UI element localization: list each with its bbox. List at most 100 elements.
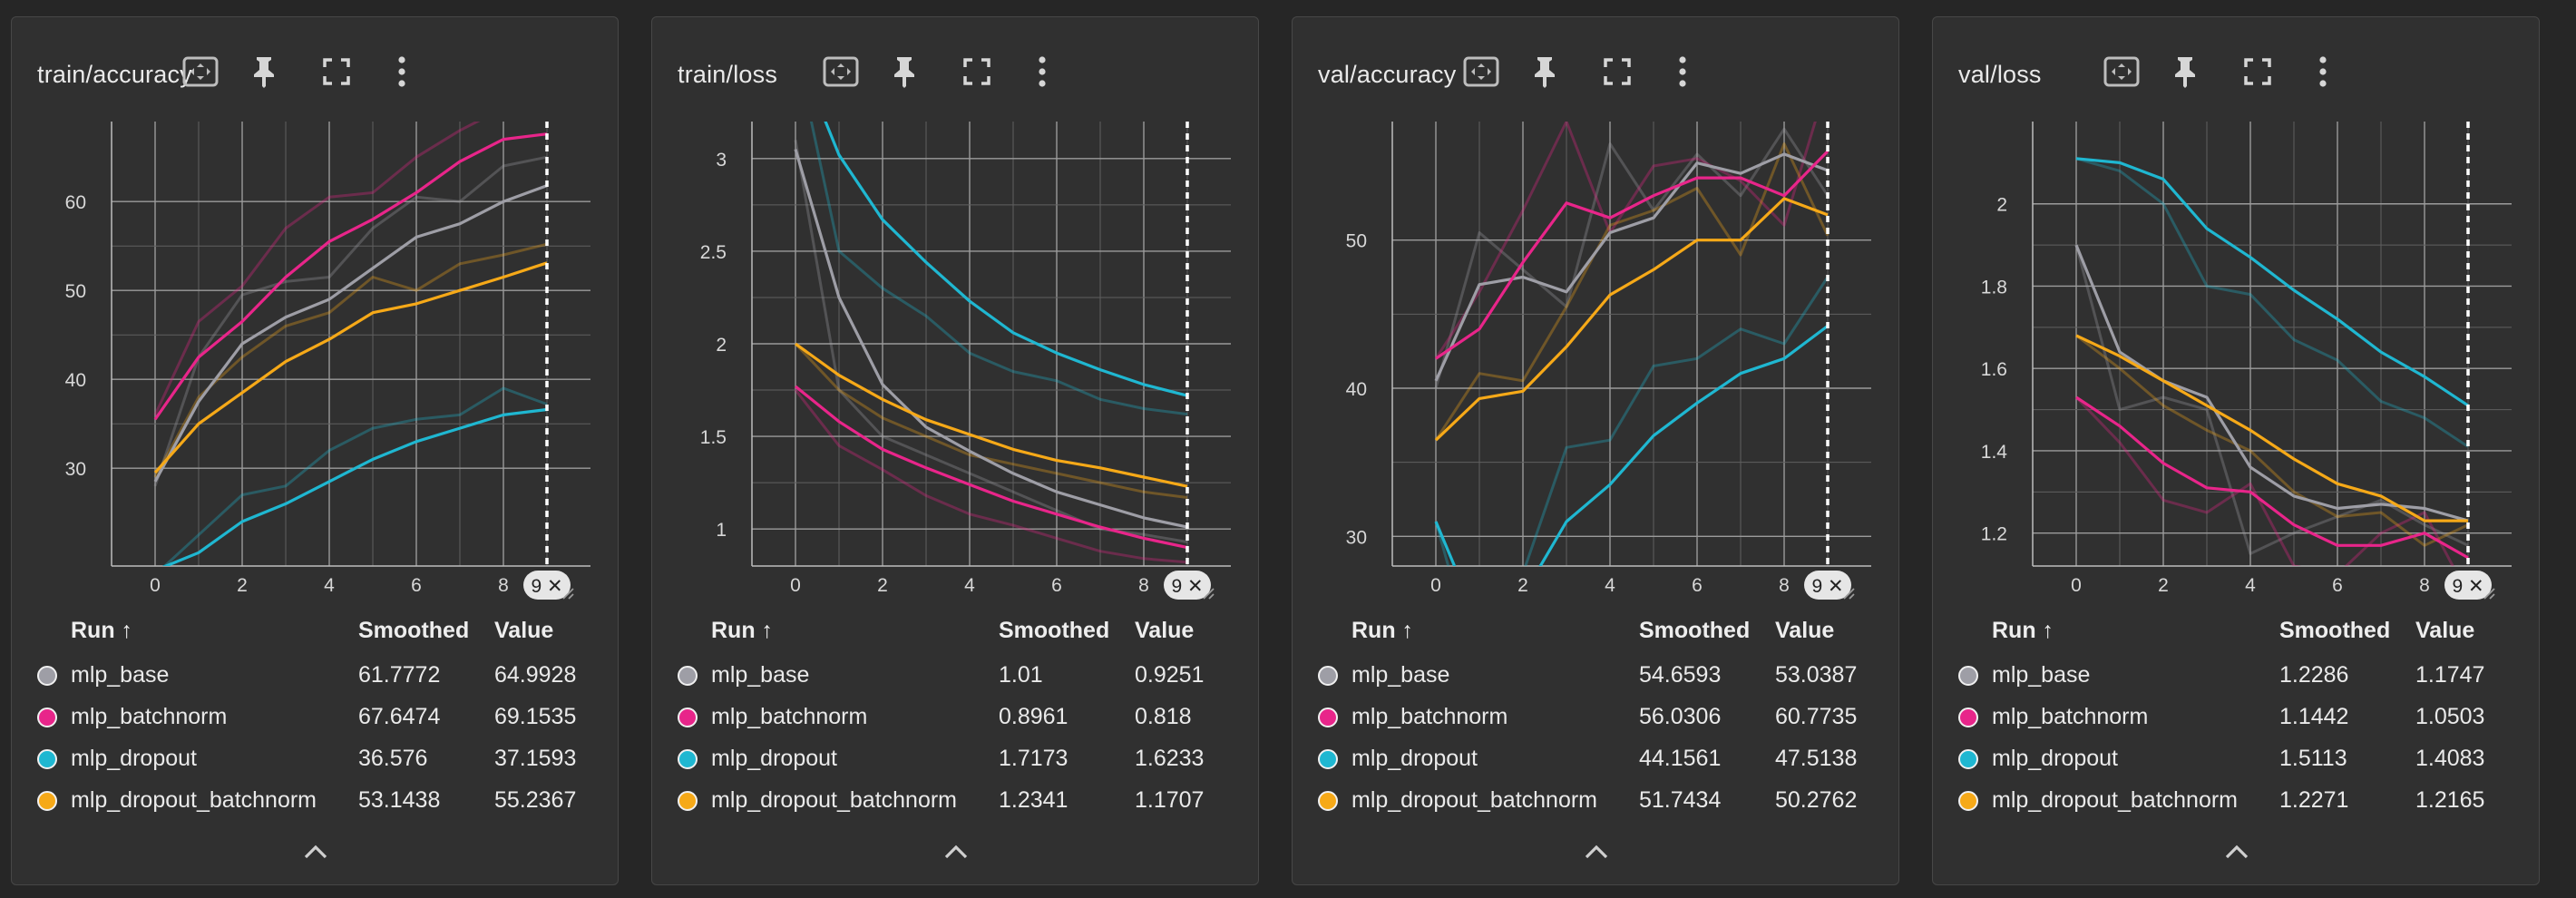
- line-chart[interactable]: 30 40 50 0 2 4 6 8 9 ✕: [1293, 108, 1899, 607]
- step-marker-badge[interactable]: 9 ✕: [1164, 571, 1211, 600]
- run-name: mlp_dropout: [711, 746, 837, 771]
- step-marker-badge[interactable]: 9 ✕: [523, 571, 571, 600]
- y-tick-label: 50: [1346, 231, 1367, 252]
- fit-domain-button[interactable]: [815, 46, 866, 97]
- column-header-run[interactable]: Run ↑: [711, 618, 774, 643]
- line-chart[interactable]: 1 1.5 2 2.5 3 0 2 4 6 8 9 ✕: [652, 108, 1259, 607]
- smoothed-series-line-mlp_dropout_batchnorm: [1434, 197, 1829, 442]
- table-row[interactable]: mlp_dropout_batchnorm 51.7434 50.2762: [1293, 784, 1898, 820]
- collapse-table-button[interactable]: [293, 835, 338, 872]
- column-header-value[interactable]: Value: [2415, 618, 2475, 643]
- fit-domain-button[interactable]: [2096, 46, 2147, 97]
- column-header-smoothed[interactable]: Smoothed: [1639, 618, 1751, 643]
- more-options-button[interactable]: [1657, 46, 1708, 97]
- scalar-card-train-loss: train/loss 1 1.5 2 2.5 3 0 2 4 6 8 9 ✕ Run ↑ Smoothed…: [651, 16, 1259, 885]
- fit-domain-button[interactable]: [175, 46, 226, 97]
- column-header-run[interactable]: Run ↑: [1351, 618, 1414, 643]
- table-row[interactable]: mlp_batchnorm 56.0306 60.7735: [1293, 700, 1898, 737]
- table-row[interactable]: mlp_dropout 36.576 37.1593: [12, 742, 618, 778]
- resize-handle-icon[interactable]: [2483, 587, 2495, 604]
- table-row[interactable]: mlp_batchnorm 0.8961 0.818: [652, 700, 1258, 737]
- table-row[interactable]: mlp_dropout_batchnorm 53.1438 55.2367: [12, 784, 618, 820]
- column-header-smoothed[interactable]: Smoothed: [358, 618, 470, 643]
- run-name: mlp_dropout_batchnorm: [71, 787, 317, 813]
- plot-area[interactable]: [2033, 122, 2512, 566]
- step-marker-badge[interactable]: 9 ✕: [1804, 571, 1851, 600]
- x-tick-label: 0: [790, 575, 801, 596]
- resize-handle-icon[interactable]: [1202, 587, 1215, 604]
- fullscreen-icon: [322, 57, 351, 86]
- collapse-table-button[interactable]: [1574, 835, 1619, 872]
- y-tick-label: 2: [716, 335, 727, 356]
- resize-handle-icon[interactable]: [561, 587, 574, 604]
- run-color-dot: [1958, 749, 1978, 769]
- column-header-smoothed[interactable]: Smoothed: [2279, 618, 2391, 643]
- fit-domain-icon: [1463, 56, 1499, 87]
- x-tick-label: 4: [324, 575, 335, 596]
- column-header-smoothed[interactable]: Smoothed: [999, 618, 1110, 643]
- raw-value: 55.2367: [494, 787, 577, 813]
- table-row[interactable]: mlp_base 54.6593 53.0387: [1293, 659, 1898, 695]
- plot-area[interactable]: [112, 122, 590, 566]
- y-tick-label: 3: [716, 150, 727, 171]
- run-color-dot: [37, 749, 57, 769]
- table-row[interactable]: mlp_dropout 44.1561 47.5138: [1293, 742, 1898, 778]
- raw-value: 0.9251: [1135, 662, 1205, 688]
- fullscreen-button[interactable]: [951, 46, 1002, 97]
- collapse-table-button[interactable]: [933, 835, 979, 872]
- run-color-dot: [678, 666, 698, 686]
- fullscreen-button[interactable]: [2232, 46, 2283, 97]
- column-header-value[interactable]: Value: [1135, 618, 1195, 643]
- fullscreen-button[interactable]: [311, 46, 362, 97]
- more-options-button[interactable]: [2298, 46, 2348, 97]
- pin-button[interactable]: [239, 46, 289, 97]
- table-row[interactable]: mlp_batchnorm 1.1442 1.0503: [1933, 700, 2539, 737]
- line-chart[interactable]: 1.2 1.4 1.6 1.8 2 0 2 4 6 8 9 ✕: [1933, 108, 2540, 607]
- table-row[interactable]: mlp_base 1.01 0.9251: [652, 659, 1258, 695]
- step-marker-label: 9 ✕: [531, 576, 562, 597]
- smoothed-value: 1.2341: [999, 787, 1068, 813]
- resize-handle-icon[interactable]: [1842, 587, 1855, 604]
- smoothed-value: 67.6474: [358, 704, 441, 729]
- pin-button[interactable]: [2160, 46, 2210, 97]
- smoothed-value: 36.576: [358, 746, 428, 771]
- table-row[interactable]: mlp_base 1.2286 1.1747: [1933, 659, 2539, 695]
- fit-domain-icon: [823, 56, 859, 87]
- table-row[interactable]: mlp_dropout_batchnorm 1.2271 1.2165: [1933, 784, 2539, 820]
- plot-area[interactable]: [1392, 122, 1871, 566]
- table-row[interactable]: mlp_base 61.7772 64.9928: [12, 659, 618, 695]
- table-row[interactable]: mlp_dropout 1.5113 1.4083: [1933, 742, 2539, 778]
- step-marker-label: 9 ✕: [2452, 576, 2483, 597]
- fit-domain-button[interactable]: [1456, 46, 1507, 97]
- smoothed-series-line-mlp_dropout: [824, 122, 1188, 397]
- column-header-value[interactable]: Value: [494, 618, 554, 643]
- x-tick-label: 6: [2332, 575, 2343, 596]
- grid: [1392, 122, 1871, 566]
- x-tick-label: 6: [1692, 575, 1703, 596]
- smoothed-value: 44.1561: [1639, 746, 1722, 771]
- y-tick-label: 1.2: [1981, 524, 2007, 545]
- smoothed-series-line-mlp_base: [1434, 152, 1829, 382]
- collapse-table-button[interactable]: [2214, 835, 2259, 872]
- column-header-run[interactable]: Run ↑: [71, 618, 133, 643]
- more-options-button[interactable]: [1017, 46, 1068, 97]
- step-marker-label: 9 ✕: [1811, 576, 1843, 597]
- smoothed-series-line-mlp_dropout: [1434, 325, 1829, 566]
- step-marker-badge[interactable]: 9 ✕: [2444, 571, 2492, 600]
- column-header-run[interactable]: Run ↑: [1992, 618, 2054, 643]
- fullscreen-button[interactable]: [1592, 46, 1643, 97]
- x-tick-label: 2: [877, 575, 888, 596]
- more-options-button[interactable]: [376, 46, 427, 97]
- pin-button[interactable]: [1519, 46, 1570, 97]
- pin-button[interactable]: [879, 46, 930, 97]
- line-chart[interactable]: 30 40 50 60 0 2 4 6 8 9 ✕: [12, 108, 619, 607]
- column-header-value[interactable]: Value: [1775, 618, 1835, 643]
- raw-value: 50.2762: [1775, 787, 1858, 813]
- smoothed-value: 54.6593: [1639, 662, 1722, 688]
- table-row[interactable]: mlp_batchnorm 67.6474 69.1535: [12, 700, 618, 737]
- table-row[interactable]: mlp_dropout 1.7173 1.6233: [652, 742, 1258, 778]
- run-color-dot: [678, 749, 698, 769]
- table-row[interactable]: mlp_dropout_batchnorm 1.2341 1.1707: [652, 784, 1258, 820]
- smoothed-value: 1.01: [999, 662, 1043, 688]
